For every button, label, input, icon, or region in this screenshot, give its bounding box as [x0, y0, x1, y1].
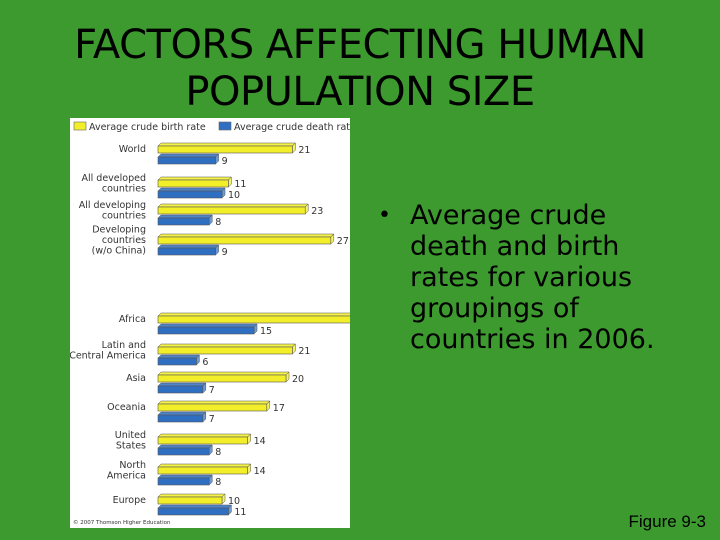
- bar-birth-5: [157, 346, 293, 355]
- bar-death-10-top: [157, 504, 233, 509]
- bar-birth-7: [157, 403, 268, 412]
- bar-birth-8: [157, 436, 248, 445]
- bullet-icon: •: [378, 203, 391, 228]
- bar-death-2-top: [157, 214, 213, 219]
- bar-birth-9-top: [157, 463, 252, 468]
- value-label-death-3: 9: [222, 247, 228, 258]
- bar-birth-10-top: [157, 493, 226, 498]
- bar-death-10: [157, 507, 229, 516]
- category-label-7-0: Oceania: [107, 402, 146, 413]
- value-label-birth-6: 20: [292, 374, 304, 385]
- bar-birth-3-top: [157, 233, 335, 238]
- slide-title: FACTORS AFFECTING HUMAN POPULATION SIZE: [0, 22, 720, 116]
- bar-birth-4-top: [157, 312, 350, 317]
- chart-credit: © 2007 Thomson Higher Education: [73, 519, 171, 526]
- value-label-death-5: 6: [202, 357, 208, 368]
- bar-birth-1-top: [157, 176, 233, 181]
- bar-death-5-top: [157, 354, 201, 359]
- category-label-2-0: All developing: [79, 200, 146, 211]
- category-label-3-1: countries: [102, 235, 146, 246]
- bar-birth-5-top: [157, 343, 297, 348]
- bar-death-4-top: [157, 323, 258, 328]
- figure-caption: Figure 9-3: [628, 512, 706, 531]
- bullet-text: Average crude death and birth rates for …: [410, 200, 655, 355]
- legend-swatch-death: [218, 121, 232, 131]
- bar-death-1-top: [157, 187, 226, 192]
- bar-death-1: [157, 190, 223, 199]
- bar-death-0-top: [157, 153, 220, 158]
- category-label-10-0: Europe: [113, 495, 147, 506]
- bar-birth-2-top: [157, 203, 309, 208]
- value-label-birth-0: 21: [298, 145, 310, 156]
- value-label-death-1: 10: [228, 190, 240, 201]
- bar-death-7: [157, 414, 204, 423]
- value-label-death-4: 15: [260, 326, 272, 337]
- value-label-birth-2: 23: [311, 206, 323, 217]
- category-label-8-0: United: [115, 430, 146, 441]
- bar-death-3-top: [157, 244, 220, 249]
- bar-birth-0: [157, 145, 293, 154]
- value-label-birth-3: 27: [337, 236, 349, 247]
- bar-birth-9: [157, 466, 248, 475]
- category-label-6-0: Asia: [126, 373, 146, 384]
- category-label-5-0: Latin and: [102, 340, 146, 351]
- category-label-8-1: States: [116, 440, 146, 451]
- bar-birth-10: [157, 496, 223, 505]
- value-label-death-10: 11: [234, 507, 246, 518]
- bar-death-3: [157, 247, 216, 256]
- value-label-birth-1: 11: [234, 179, 246, 190]
- category-label-5-1: Central America: [70, 350, 146, 361]
- bar-death-9: [157, 477, 210, 486]
- bar-death-6-top: [157, 382, 207, 387]
- category-label-1-1: countries: [102, 183, 146, 194]
- category-label-3-0: Developing: [92, 225, 146, 236]
- bar-birth-7-top: [157, 400, 271, 405]
- bar-birth-6-top: [157, 371, 290, 376]
- category-label-4-0: Africa: [119, 314, 146, 325]
- bar-death-2: [157, 217, 210, 226]
- legend-label-death: Average crude death rate: [234, 122, 350, 133]
- bar-birth-2: [157, 206, 306, 215]
- value-label-death-0: 9: [222, 156, 228, 167]
- category-label-9-0: North: [119, 460, 146, 471]
- bar-death-8-top: [157, 444, 213, 449]
- category-label-0-0: World: [119, 144, 146, 155]
- bar-birth-1: [157, 179, 229, 188]
- value-label-death-7: 7: [209, 414, 215, 425]
- bar-chart: Average crude birth rate Average crude de…: [70, 121, 350, 526]
- legend-label-birth: Average crude birth rate: [89, 122, 206, 133]
- bar-death-4: [157, 326, 255, 335]
- bar-birth-8-top: [157, 433, 252, 438]
- category-label-1-0: All developed: [82, 173, 147, 184]
- value-label-birth-9: 14: [254, 466, 266, 477]
- legend-swatch-birth: [73, 121, 87, 131]
- value-label-death-2: 8: [215, 217, 221, 228]
- bar-birth-3: [157, 236, 332, 245]
- category-label-9-1: America: [107, 470, 146, 481]
- bar-birth-4: [157, 315, 350, 324]
- bar-death-5: [157, 357, 197, 366]
- value-label-death-8: 8: [215, 447, 221, 458]
- bar-birth-0-top: [157, 142, 297, 147]
- chart-panel: Average crude birth rate Average crude de…: [70, 118, 350, 528]
- value-label-birth-7: 17: [273, 403, 285, 414]
- bar-death-7-top: [157, 411, 207, 416]
- slide-title-line-1: FACTORS AFFECTING HUMAN: [74, 22, 646, 68]
- bar-death-9-top: [157, 474, 213, 479]
- value-label-death-6: 7: [209, 385, 215, 396]
- bar-death-8: [157, 447, 210, 456]
- bar-birth-6: [157, 374, 287, 383]
- category-label-3-2: (w/o China): [92, 246, 146, 257]
- value-label-birth-10: 10: [228, 496, 240, 507]
- value-label-death-9: 8: [215, 477, 221, 488]
- category-label-2-1: countries: [102, 210, 146, 221]
- bar-death-0: [157, 156, 216, 165]
- bar-death-6: [157, 385, 204, 394]
- slide-title-line-2: POPULATION SIZE: [185, 69, 535, 115]
- value-label-birth-5: 21: [298, 346, 310, 357]
- value-label-birth-8: 14: [254, 436, 266, 447]
